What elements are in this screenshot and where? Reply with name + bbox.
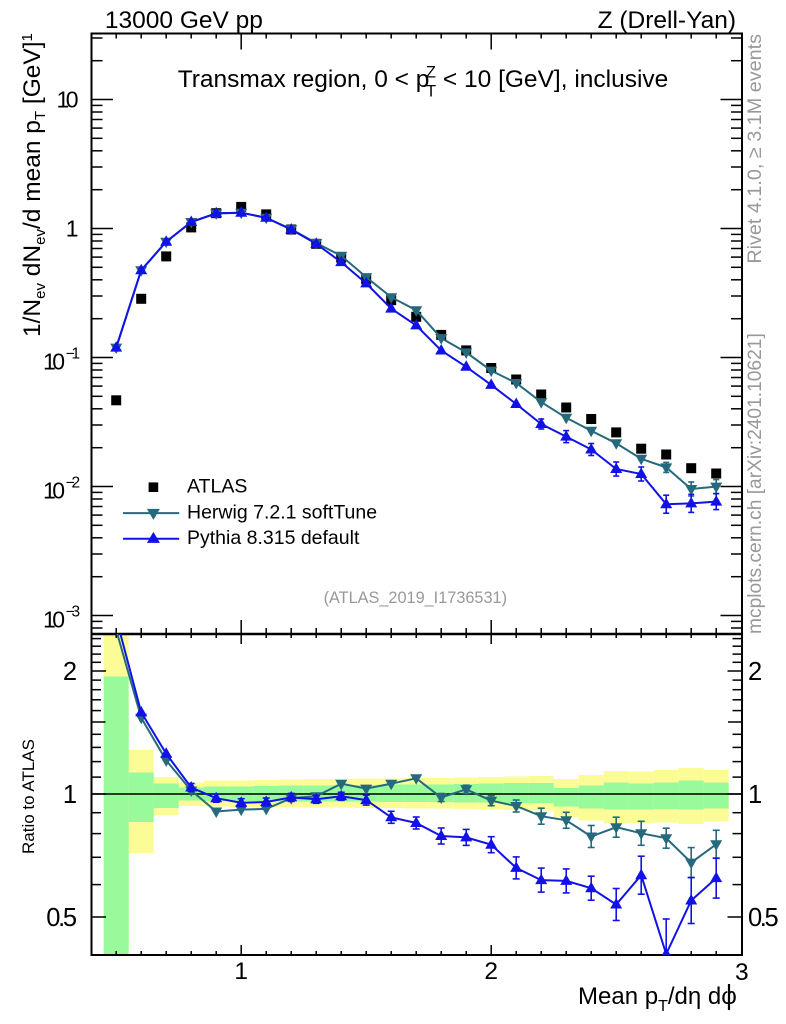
svg-text:Z (Drell-Yan): Z (Drell-Yan)	[598, 7, 736, 34]
svg-text:Ratio to ATLAS: Ratio to ATLAS	[19, 739, 38, 854]
svg-text:1: 1	[234, 958, 248, 985]
svg-text:mcplots.cern.ch [arXiv:2401.10: mcplots.cern.ch [arXiv:2401.10621]	[745, 333, 766, 634]
svg-text:−3: −3	[66, 604, 81, 621]
svg-text:(ATLAS_2019_I1736531): (ATLAS_2019_I1736531)	[324, 589, 507, 607]
svg-text:10: 10	[57, 86, 79, 112]
svg-text:−2: −2	[66, 475, 81, 492]
svg-text:0.5: 0.5	[748, 904, 779, 932]
svg-text:1: 1	[66, 215, 79, 241]
svg-text:3: 3	[735, 959, 749, 986]
svg-text:ATLAS: ATLAS	[187, 476, 247, 498]
svg-text:2: 2	[484, 958, 498, 985]
svg-text:10: 10	[43, 478, 65, 504]
svg-text:2: 2	[748, 658, 762, 686]
svg-text:1: 1	[748, 781, 762, 809]
svg-text:13000 GeV pp: 13000 GeV pp	[105, 7, 263, 34]
svg-text:10: 10	[43, 349, 65, 375]
svg-text:Mean pT/dη dφ: Mean pT/dη dφ	[578, 983, 737, 1015]
svg-text:10: 10	[43, 607, 65, 633]
svg-text:−1: −1	[66, 346, 81, 363]
svg-text:0.5: 0.5	[46, 904, 77, 932]
svg-text:1: 1	[63, 781, 77, 809]
svg-text:Pythia 8.315 default: Pythia 8.315 default	[187, 527, 360, 549]
svg-text:Rivet 4.1.0, ≥ 3.1M events: Rivet 4.1.0, ≥ 3.1M events	[744, 34, 766, 264]
svg-text:2: 2	[63, 658, 77, 686]
svg-text:Herwig 7.2.1 softTune: Herwig 7.2.1 softTune	[187, 502, 377, 524]
